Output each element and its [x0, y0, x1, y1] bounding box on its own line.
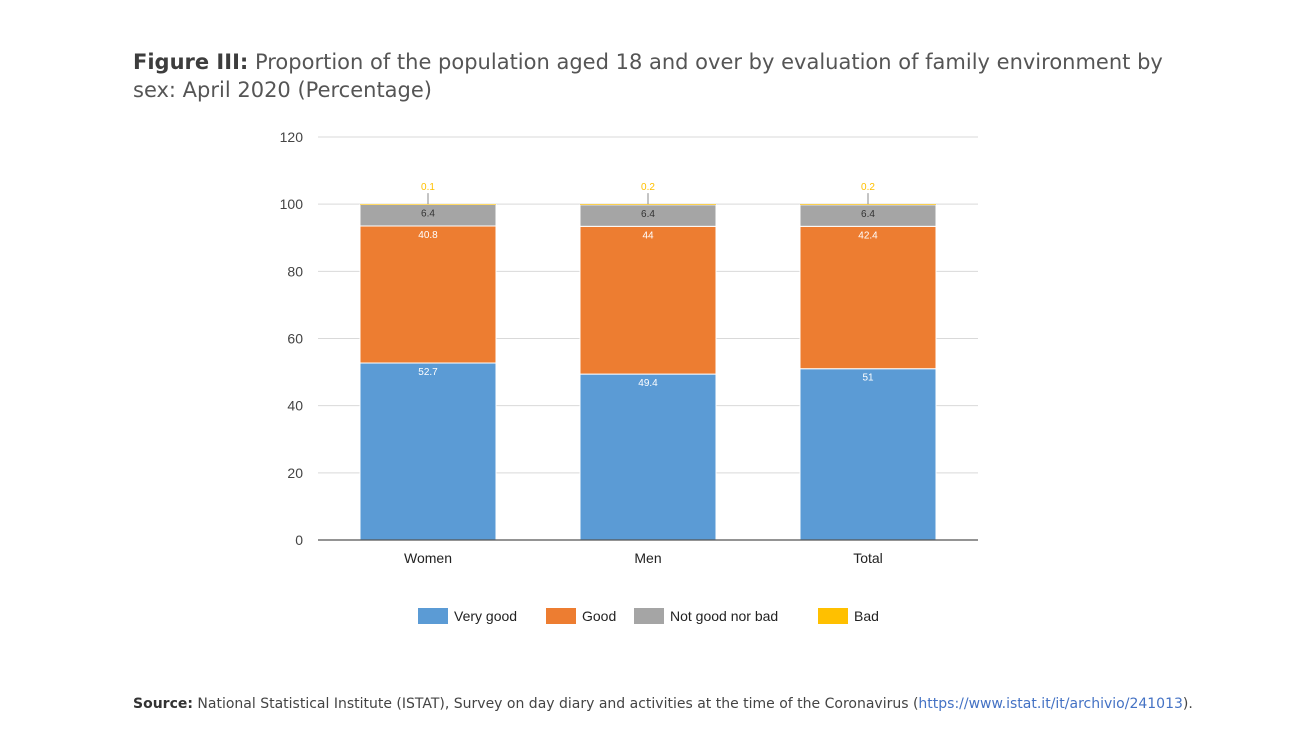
- data-label: 52.7: [418, 367, 438, 378]
- legend-swatch: [818, 608, 848, 624]
- y-tick-label: 60: [287, 331, 303, 347]
- x-tick-label: Total: [853, 550, 883, 566]
- data-label: 40.8: [418, 230, 438, 241]
- data-label: 6.4: [861, 209, 875, 220]
- bar-segment: [359, 362, 497, 541]
- data-label: 51: [862, 373, 874, 384]
- data-label: 0.2: [641, 182, 655, 193]
- bar-segment: [579, 373, 717, 541]
- bar-segment: [360, 204, 496, 205]
- y-tick-label: 120: [280, 129, 304, 145]
- data-label: 0.2: [861, 182, 875, 193]
- source-note: Source: National Statistical Institute (…: [133, 696, 1193, 712]
- bar-segment: [580, 204, 716, 205]
- y-tick-label: 20: [287, 465, 303, 481]
- x-tick-label: Women: [404, 550, 452, 566]
- bar-segment: [359, 225, 497, 364]
- source-label: Source:: [133, 696, 193, 712]
- data-label: 44: [642, 230, 654, 241]
- legend-swatch: [634, 608, 664, 624]
- data-label: 6.4: [641, 209, 655, 220]
- y-tick-label: 80: [287, 263, 303, 279]
- figure-caption: Proportion of the population aged 18 and…: [133, 50, 1163, 102]
- y-tick-label: 40: [287, 398, 303, 414]
- source-text-end: ).: [1182, 696, 1193, 712]
- x-tick-label: Men: [634, 550, 661, 566]
- legend-label: Not good nor bad: [670, 608, 778, 624]
- stacked-bar-chart: 0 20 40 60 80 100 120 52.7 40.8 6.4 0.1 Women 49.4 44…: [280, 129, 978, 624]
- legend-label: Bad: [854, 608, 879, 624]
- data-label: 6.4: [421, 209, 435, 220]
- data-label: 42.4: [858, 230, 878, 241]
- legend-swatch: [546, 608, 576, 624]
- legend-swatch: [418, 608, 448, 624]
- data-label: 0.1: [421, 182, 435, 193]
- figure-label: Figure III:: [133, 50, 249, 74]
- source-text: National Statistical Institute (ISTAT), …: [197, 696, 919, 712]
- data-label: 49.4: [638, 378, 658, 389]
- legend-label: Very good: [454, 608, 517, 624]
- legend-label: Good: [582, 608, 616, 624]
- y-tick-label: 0: [295, 532, 303, 548]
- bar-segment: [800, 204, 936, 205]
- chart-title: Figure III: Proportion of the population…: [133, 48, 1173, 104]
- source-link[interactable]: https://www.istat.it/it/archivio/241013: [918, 696, 1183, 712]
- bar-segment: [579, 225, 717, 375]
- y-tick-label: 100: [280, 196, 304, 212]
- bar-segment: [799, 368, 937, 541]
- bar-segment: [799, 225, 937, 370]
